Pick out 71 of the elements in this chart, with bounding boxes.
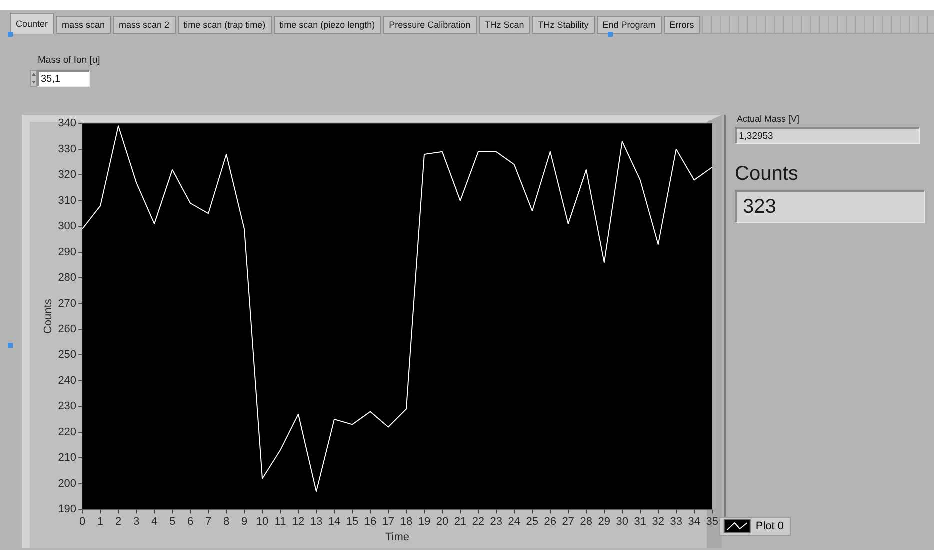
x-tick-label: 9 [241, 516, 248, 528]
tab: time scan (piezo length) [274, 16, 382, 34]
y-tick-label: 260 [58, 324, 77, 336]
readout-field: 1,32953 [735, 127, 920, 144]
y-tick-label: 320 [58, 169, 77, 182]
y-tick-label: 210 [58, 452, 77, 464]
selected-tab: Counter [10, 13, 54, 34]
x-tick-label: 23 [490, 516, 503, 528]
y-tick-label: 330 [58, 143, 77, 156]
x-tick-label: 26 [544, 516, 557, 528]
x-tick-label: 27 [562, 516, 575, 528]
x-tick-label: 34 [688, 516, 700, 528]
x-tick-label: 22 [472, 516, 485, 528]
y-tick-label: 280 [58, 272, 77, 284]
y-tick-label: 300 [58, 220, 77, 233]
x-tick-label: 20 [436, 516, 449, 528]
y-tick-label: 240 [58, 374, 77, 387]
tab: mass scan 2 [113, 16, 176, 34]
y-tick-label: 220 [58, 426, 77, 438]
y-axis-title: Counts [42, 298, 55, 334]
x-tick-label: 15 [346, 516, 359, 528]
tab: Pressure Calibration [383, 16, 477, 34]
y-tick-label: 290 [58, 246, 77, 258]
x-tick-label: 0 [79, 516, 86, 528]
x-tick-label: 25 [526, 516, 539, 528]
x-tick-label: 2 [115, 516, 122, 528]
tab: time scan (trap time) [178, 16, 272, 34]
legend-label: Plot 0 [756, 520, 784, 533]
x-tick-label: 19 [418, 516, 431, 528]
text: Actual Mass [V] [737, 114, 800, 124]
text: Counts [735, 163, 798, 186]
x-tick-label: 30 [616, 516, 629, 528]
tab: End Program [596, 16, 662, 34]
x-tick-label: 12 [292, 516, 305, 528]
y-tick-label: 270 [58, 298, 77, 310]
x-tick-label: 33 [670, 516, 683, 528]
x-tick-label: 17 [382, 516, 395, 528]
x-tick-label: 29 [598, 516, 611, 528]
x-tick-label: 3 [133, 516, 140, 528]
x-tick-label: 32 [652, 516, 665, 528]
x-tick-label: 16 [364, 516, 377, 528]
x-tick-label: 31 [634, 516, 647, 528]
tab: THz Scan [478, 16, 530, 34]
y-tick-label: 340 [58, 118, 77, 130]
y-tick-label: 190 [58, 504, 77, 516]
x-tick-label: 13 [310, 516, 323, 528]
number-field: 35,1 [37, 70, 90, 87]
tab: mass scan [56, 16, 112, 34]
x-tick-label: 7 [205, 516, 212, 528]
y-tick-label: 200 [58, 478, 77, 490]
x-tick-label: 18 [400, 516, 413, 528]
x-tick-label: 35 [706, 516, 718, 528]
x-tick-label: 5 [169, 516, 176, 528]
x-tick-label: 4 [151, 516, 158, 528]
x-tick-label: 14 [328, 516, 341, 528]
x-tick-label: 28 [580, 516, 593, 528]
y-tick-label: 310 [58, 194, 77, 207]
x-tick-label: 10 [256, 516, 269, 528]
x-tick-label: 6 [187, 516, 194, 528]
tab: THz Stability [532, 16, 595, 34]
x-tick-label: 8 [223, 516, 230, 528]
readout-field: 323 [735, 190, 925, 223]
x-tick-label: 1 [97, 516, 104, 528]
x-axis-title: Time [385, 531, 410, 544]
y-tick-label: 230 [58, 400, 77, 413]
x-tick-label: 21 [454, 516, 467, 528]
y-tick-label: 250 [58, 349, 77, 362]
x-tick-label: 11 [274, 516, 286, 528]
x-tick-label: 24 [508, 516, 521, 528]
tab: Errors [664, 16, 700, 34]
text: Mass of Ion [u] [38, 55, 100, 66]
